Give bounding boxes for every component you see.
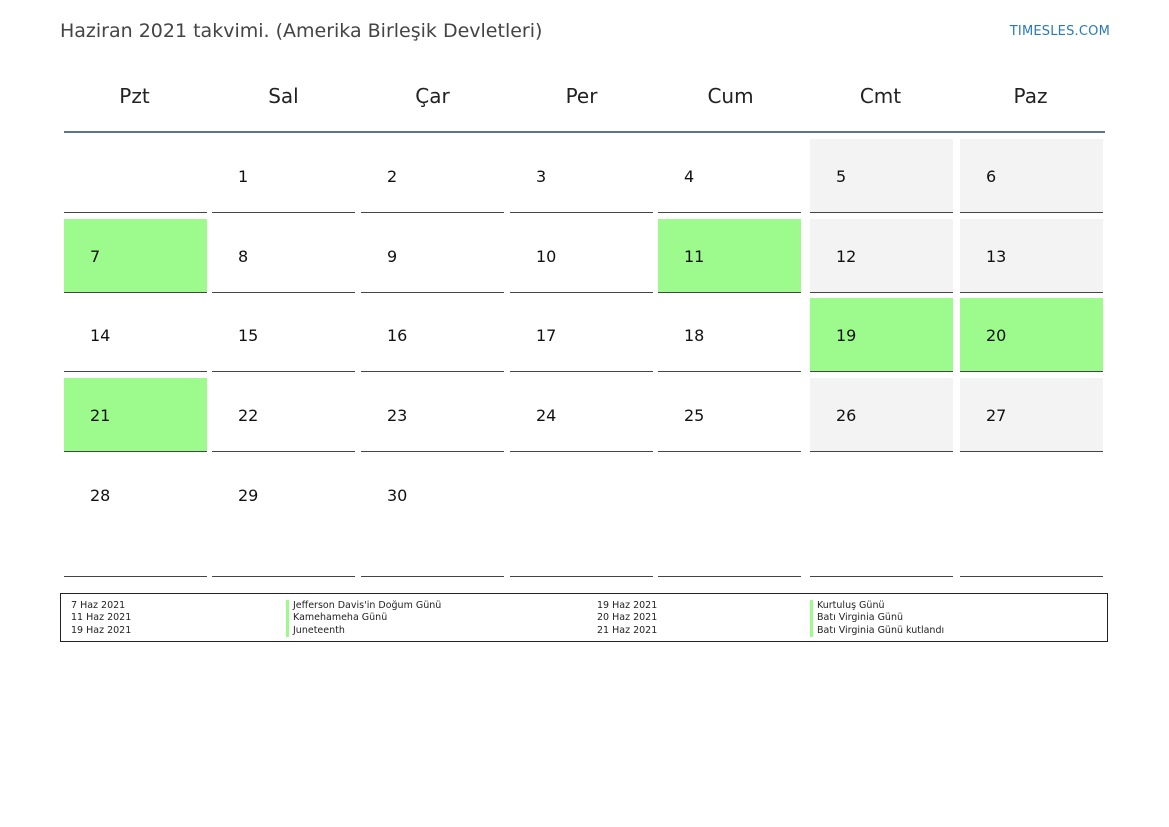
day-cell: 27 — [960, 378, 1103, 452]
holiday-legend: 7 Haz 2021 11 Haz 2021 19 Haz 2021 Jeffe… — [60, 593, 1108, 642]
day-cell: 7 — [64, 219, 207, 293]
weekday-thursday: Per — [565, 84, 598, 108]
day-cell: 26 — [810, 378, 953, 452]
legend-dates-right: 19 Haz 2021 20 Haz 2021 21 Haz 2021 — [597, 600, 657, 637]
legend-date: 11 Haz 2021 — [71, 612, 132, 624]
day-cell: 23 — [361, 378, 504, 452]
legend-holiday-name: Juneteenth — [286, 624, 441, 638]
empty-day-cell — [510, 458, 653, 577]
day-cell: 4 — [658, 139, 801, 213]
legend-holiday-name: Batı Virginia Günü kutlandı — [810, 624, 944, 638]
day-number: 13 — [986, 247, 1007, 266]
empty-day-cell — [658, 458, 801, 577]
day-cell: 9 — [361, 219, 504, 293]
legend-date: 19 Haz 2021 — [71, 624, 132, 636]
day-cell: 10 — [510, 219, 653, 293]
day-number: 6 — [986, 167, 997, 186]
weekday-sunday: Paz — [1013, 84, 1048, 108]
day-number: 17 — [536, 326, 557, 345]
day-number: 19 — [836, 326, 857, 345]
empty-day-cell — [810, 458, 953, 577]
day-cell: 28 — [64, 458, 207, 577]
day-number: 10 — [536, 247, 557, 266]
day-cell: 29 — [212, 458, 355, 577]
day-number: 20 — [986, 326, 1007, 345]
site-link[interactable]: TIMESLES.COM — [1009, 24, 1110, 39]
day-number: 18 — [684, 326, 705, 345]
day-number: 4 — [684, 167, 695, 186]
day-cell: 16 — [361, 298, 504, 372]
legend-holiday-name: Jefferson Davis'in Doğum Günü — [286, 600, 441, 613]
day-number: 29 — [238, 486, 259, 505]
day-number: 16 — [387, 326, 408, 345]
header-divider — [64, 131, 1105, 133]
day-cell: 24 — [510, 378, 653, 452]
day-number: 11 — [684, 247, 705, 266]
day-cell: 17 — [510, 298, 653, 372]
day-number: 21 — [90, 406, 111, 425]
empty-day-cell — [64, 139, 207, 213]
day-cell: 1 — [212, 139, 355, 213]
day-number: 8 — [238, 247, 249, 266]
day-number: 12 — [836, 247, 857, 266]
legend-date: 7 Haz 2021 — [71, 600, 126, 611]
day-cell: 8 — [212, 219, 355, 293]
day-cell: 14 — [64, 298, 207, 372]
legend-holiday-name: Batı Virginia Günü — [810, 612, 944, 625]
legend-date: 19 Haz 2021 — [597, 600, 658, 611]
weekday-friday: Cum — [707, 84, 754, 108]
day-number: 23 — [387, 406, 408, 425]
legend-holiday-name: Kurtuluş Günü — [810, 600, 944, 613]
legend-names-right: Kurtuluş Günü Batı Virginia Günü Batı Vi… — [810, 600, 944, 638]
day-cell: 2 — [361, 139, 504, 213]
day-cell: 30 — [361, 458, 504, 577]
day-cell: 13 — [960, 219, 1103, 293]
day-number: 15 — [238, 326, 259, 345]
day-cell: 19 — [810, 298, 953, 372]
legend-holiday-name: Kamehameha Günü — [286, 612, 441, 625]
day-number: 26 — [836, 406, 857, 425]
day-number: 7 — [90, 247, 101, 266]
weekday-wednesday: Çar — [415, 84, 450, 108]
day-cell: 12 — [810, 219, 953, 293]
day-number: 30 — [387, 486, 408, 505]
page-title: Haziran 2021 takvimi. (Amerika Birleşik … — [60, 20, 543, 42]
day-cell: 11 — [658, 219, 801, 293]
day-number: 25 — [684, 406, 705, 425]
day-number: 27 — [986, 406, 1007, 425]
day-number: 14 — [90, 326, 111, 345]
day-cell: 25 — [658, 378, 801, 452]
day-cell: 5 — [810, 139, 953, 213]
legend-names-left: Jefferson Davis'in Doğum Günü Kamehameha… — [286, 600, 441, 638]
day-number: 1 — [238, 167, 249, 186]
day-number: 9 — [387, 247, 398, 266]
legend-date: 21 Haz 2021 — [597, 624, 658, 636]
day-number: 5 — [836, 167, 847, 186]
day-cell: 21 — [64, 378, 207, 452]
weekday-saturday: Cmt — [859, 84, 902, 108]
day-cell: 3 — [510, 139, 653, 213]
day-cell: 22 — [212, 378, 355, 452]
day-number: 28 — [90, 486, 111, 505]
weekday-monday: Pzt — [119, 84, 150, 108]
day-number: 3 — [536, 167, 547, 186]
day-number: 22 — [238, 406, 259, 425]
legend-date: 20 Haz 2021 — [597, 612, 658, 624]
day-cell: 15 — [212, 298, 355, 372]
empty-day-cell — [960, 458, 1103, 577]
legend-dates-left: 7 Haz 2021 11 Haz 2021 19 Haz 2021 — [71, 600, 131, 637]
weekday-tuesday: Sal — [268, 84, 299, 108]
day-cell: 18 — [658, 298, 801, 372]
day-cell: 6 — [960, 139, 1103, 213]
day-number: 24 — [536, 406, 557, 425]
day-number: 2 — [387, 167, 398, 186]
day-cell: 20 — [960, 298, 1103, 372]
